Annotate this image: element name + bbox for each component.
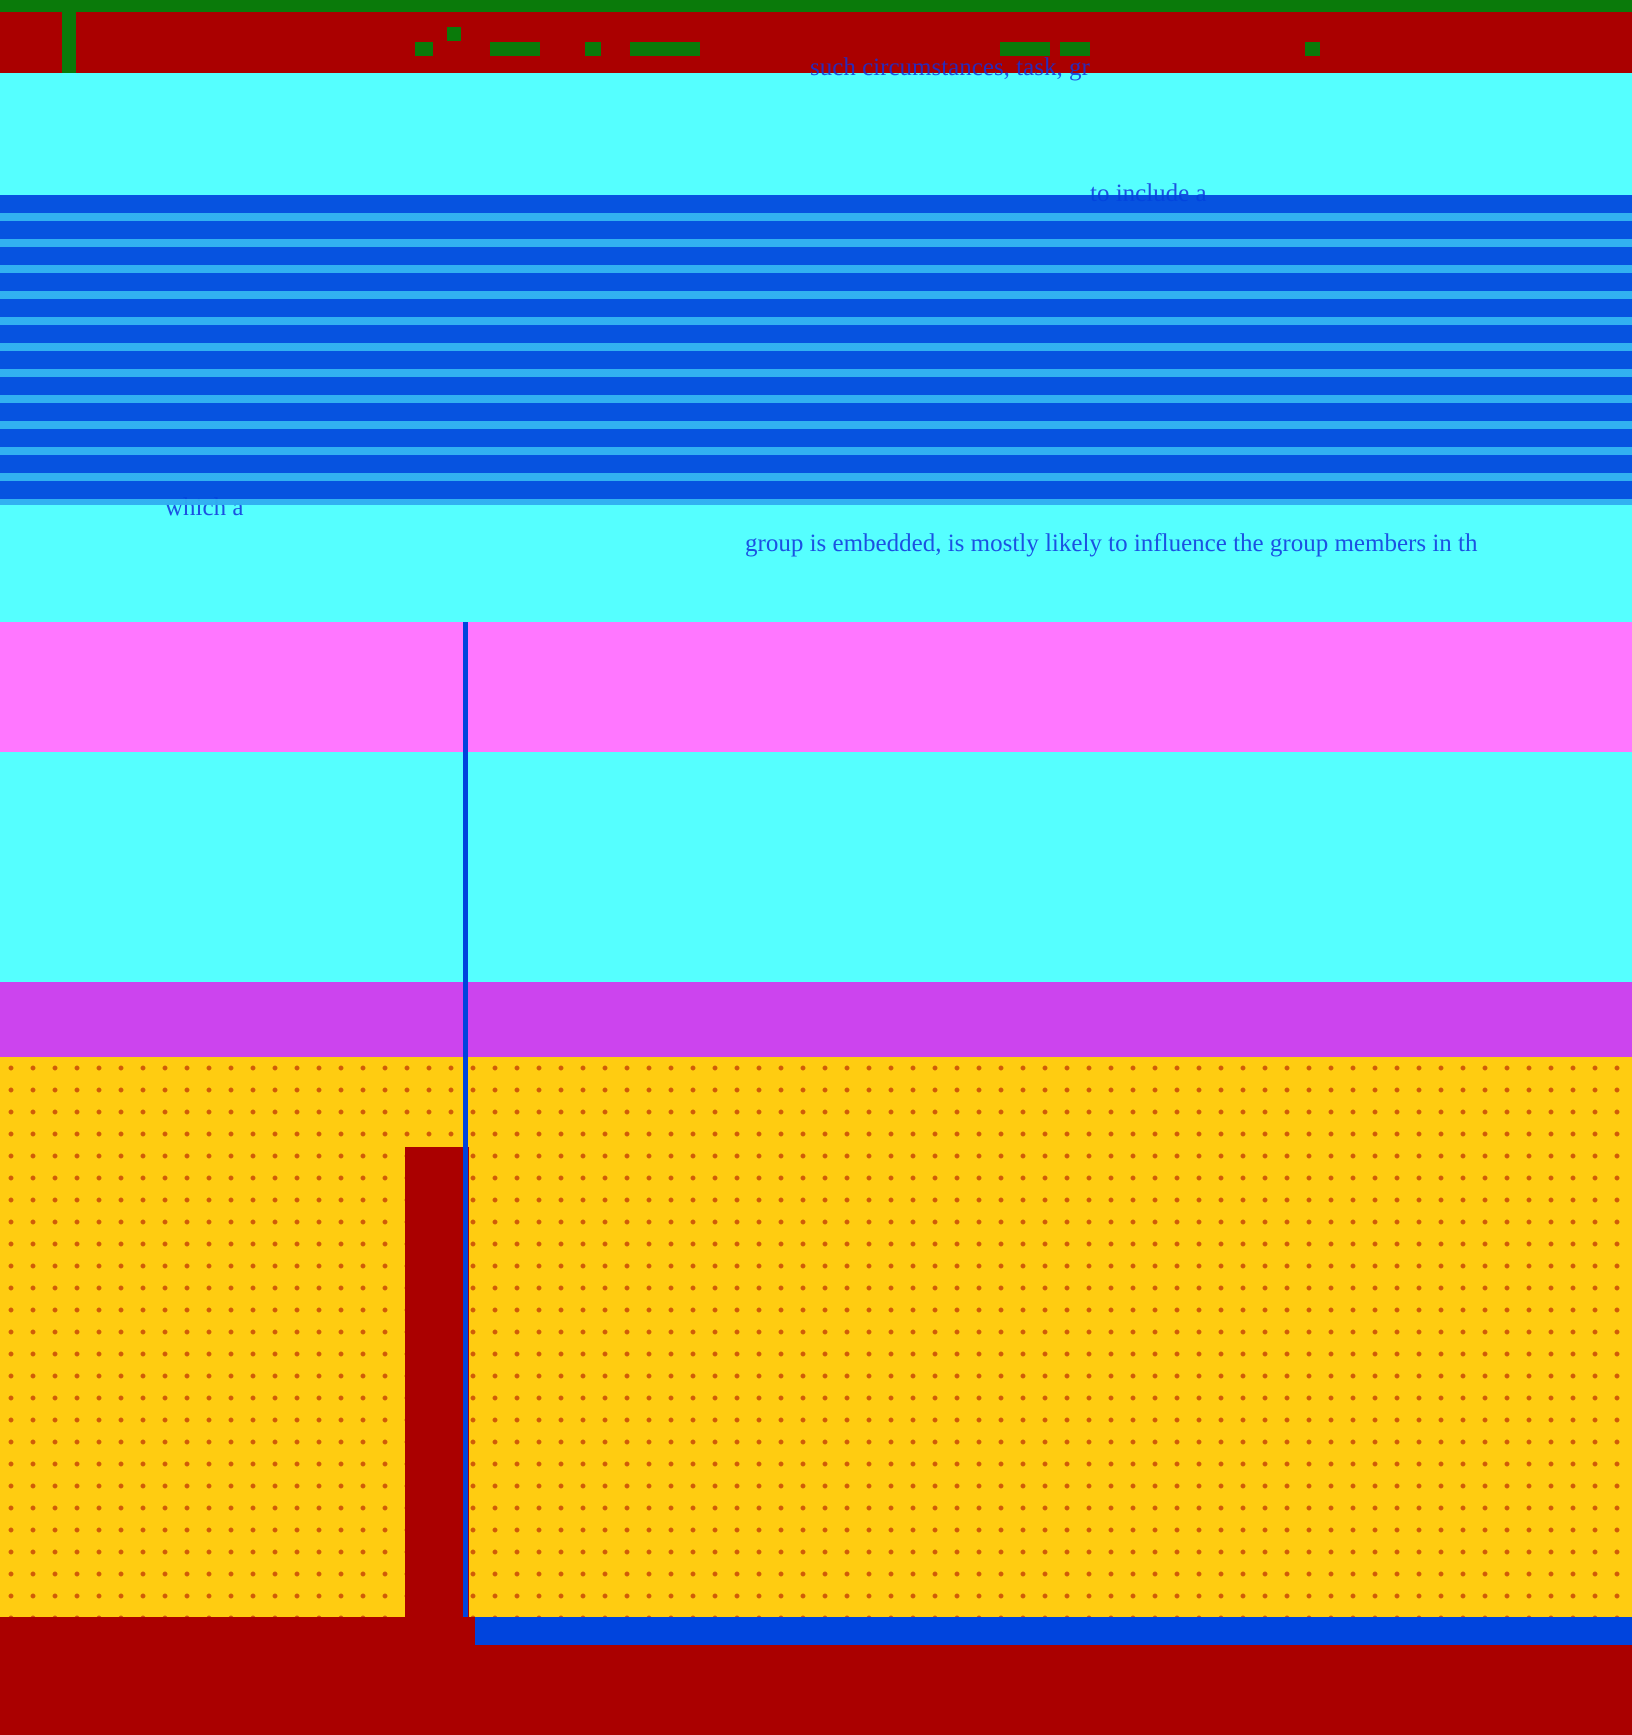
title-bar	[0, 0, 1632, 73]
text-lines	[0, 195, 1632, 505]
toolbar-icon[interactable]	[490, 42, 540, 56]
window-icon	[62, 12, 76, 73]
image-panel	[0, 1057, 1632, 1617]
highlight-band	[0, 622, 1632, 752]
toolbar-icon[interactable]	[1305, 42, 1320, 56]
text-fragment: such circumstances, task, gr	[810, 54, 1090, 81]
toolbar-icon[interactable]	[415, 42, 433, 56]
toolbar-icon[interactable]	[1060, 42, 1090, 56]
image-texture	[0, 1057, 1632, 1617]
text-fragment: group is embedded, is mostly likely to i…	[745, 530, 1478, 557]
splitter[interactable]	[463, 622, 468, 1735]
toolbar-icon[interactable]	[447, 27, 461, 41]
toolbar-icon[interactable]	[630, 42, 700, 56]
toolbar-icon[interactable]	[1000, 42, 1050, 56]
highlight-band	[0, 982, 1632, 1057]
toolbar-icon[interactable]	[585, 42, 601, 56]
status-bar	[0, 1617, 1632, 1735]
status-strip	[475, 1617, 1632, 1645]
image-column	[405, 1147, 469, 1617]
